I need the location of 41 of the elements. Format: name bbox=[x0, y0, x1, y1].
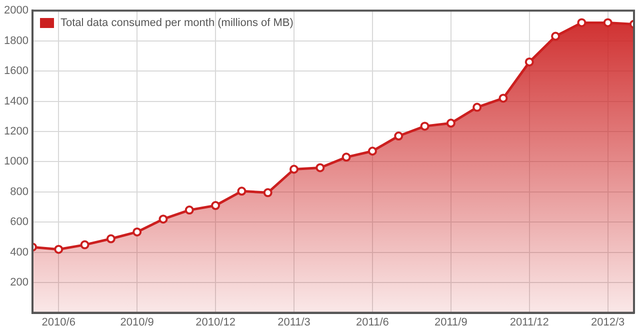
point bbox=[394, 132, 404, 141]
point bbox=[316, 163, 325, 172]
point bbox=[132, 227, 142, 236]
point bbox=[158, 214, 168, 224]
point bbox=[237, 186, 246, 196]
x-tick-label: 2012/3 bbox=[591, 316, 625, 328]
point bbox=[368, 146, 377, 156]
y-tick-label: 400 bbox=[10, 246, 28, 258]
point bbox=[342, 152, 351, 162]
y-tick-label: 1000 bbox=[4, 156, 28, 168]
point bbox=[263, 188, 272, 198]
point bbox=[184, 206, 194, 215]
y-tick-label: 2000 bbox=[4, 4, 28, 17]
x-tick-label: 2011/12 bbox=[510, 316, 549, 328]
point bbox=[577, 18, 586, 28]
y-tick-label: 1400 bbox=[4, 95, 28, 108]
x-tick-label: 2011/6 bbox=[356, 316, 389, 328]
point bbox=[603, 18, 612, 28]
x-tick-label: 2010/12 bbox=[196, 316, 236, 328]
x-tick-label: 2011/9 bbox=[434, 316, 468, 328]
point bbox=[472, 102, 482, 112]
y-tick-label: 600 bbox=[10, 216, 28, 228]
point bbox=[446, 118, 456, 128]
point bbox=[551, 32, 560, 41]
legend-label: Total data consumed per month (millions of MB) bbox=[60, 16, 294, 29]
y-tick-label: 1200 bbox=[4, 126, 28, 138]
point bbox=[211, 201, 220, 210]
point bbox=[524, 57, 534, 66]
point bbox=[80, 240, 90, 250]
y-tick-label: 200 bbox=[10, 276, 28, 289]
point bbox=[290, 164, 299, 174]
y-tick-label: 800 bbox=[10, 186, 28, 198]
point bbox=[420, 122, 430, 131]
point bbox=[54, 244, 64, 254]
point bbox=[106, 234, 116, 244]
x-tick-label: 2011/3 bbox=[278, 316, 310, 328]
y-tick-label: 1800 bbox=[4, 34, 28, 47]
x-tick-label: 2010/6 bbox=[42, 316, 76, 328]
x-tick-label: 2010/9 bbox=[120, 316, 154, 328]
point bbox=[498, 94, 508, 103]
y-tick-label: 1600 bbox=[4, 65, 28, 78]
